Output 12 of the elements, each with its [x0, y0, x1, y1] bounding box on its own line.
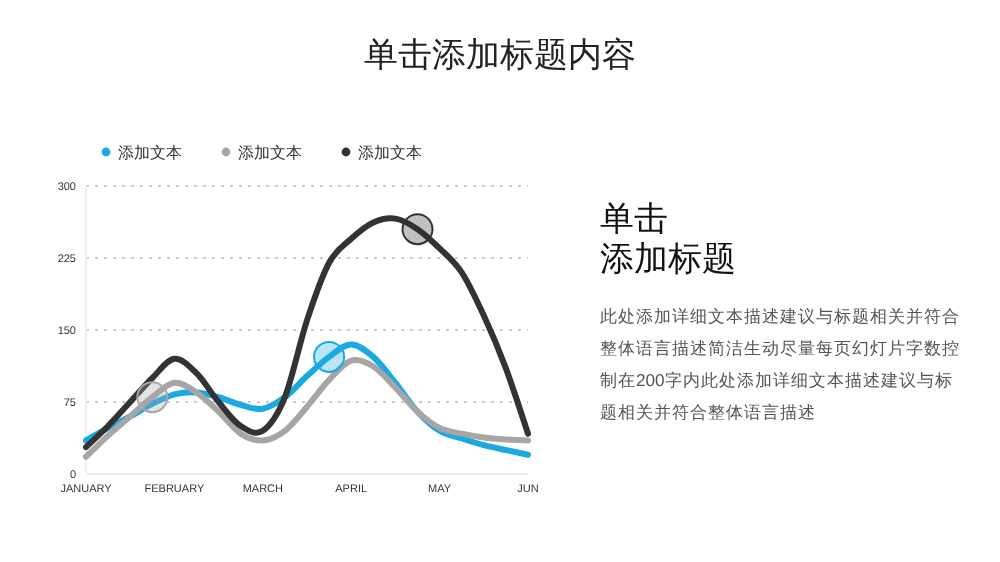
legend-label: 添加文本	[238, 144, 302, 162]
point	[313, 340, 346, 373]
point	[136, 381, 169, 414]
legend-label: 添加文本	[358, 144, 422, 162]
legend-label: 添加文本	[118, 144, 182, 162]
text: 添加标题	[600, 240, 736, 280]
line-series	[83, 357, 531, 460]
chart-title: 单击添加标题内容	[364, 36, 636, 74]
text: 单击	[600, 200, 668, 240]
text: 此处添加详细文本描述建议与标题相关并符合整体语言描述简洁生动尽量每页幻灯片字数控制在200字内此处添加详细文本描述建议与标题相关并符合整体语言描述	[600, 304, 960, 426]
line-series	[83, 215, 531, 451]
point	[401, 213, 434, 246]
